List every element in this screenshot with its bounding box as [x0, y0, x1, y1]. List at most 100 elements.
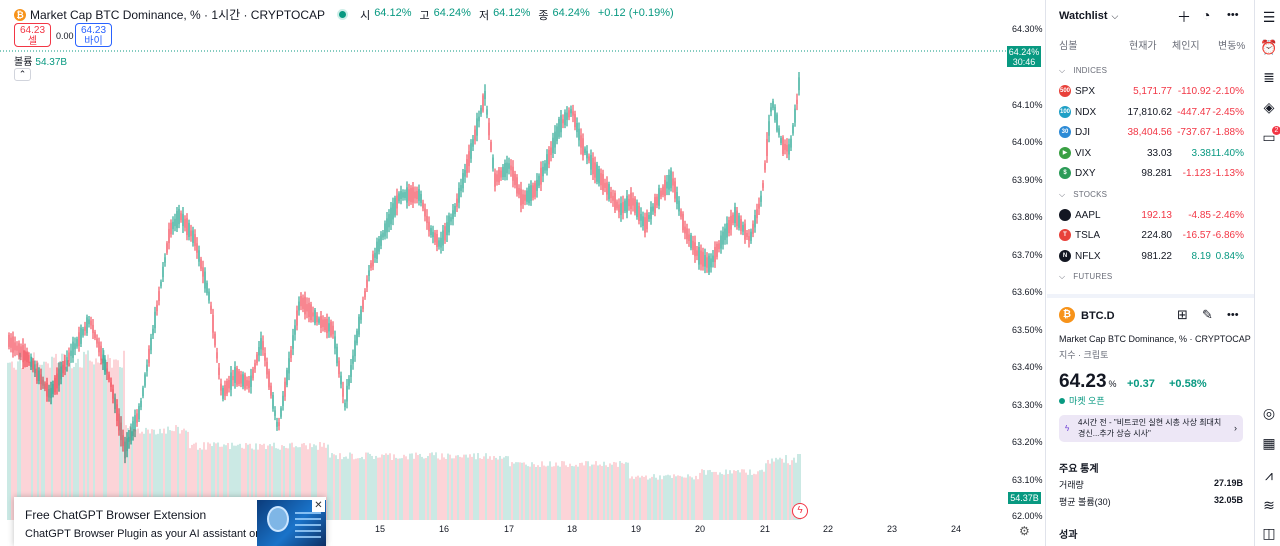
symbol-title[interactable]: Market Cap BTC Dominance, % · 1시간 · CRYP…: [30, 8, 326, 22]
volume-label: 볼륨: [14, 57, 33, 68]
volume-bar: [291, 442, 293, 520]
candle-body: [610, 191, 612, 199]
watchlist-row-vix[interactable]: ▶ VIX 33.03 3.38 11.40%: [1047, 143, 1254, 163]
ad-image-lines: [295, 510, 321, 538]
section-indices[interactable]: ⌵ INDICES: [1059, 66, 1107, 76]
candle-body: [552, 137, 554, 154]
edit-icon[interactable]: ✎: [1202, 307, 1213, 322]
more-icon[interactable]: •••: [1227, 309, 1239, 321]
news-item[interactable]: ϟ 4시간 전 - "비트코인 실현 시총 사상 최대치 경신...추가 상승 …: [1059, 415, 1243, 442]
alarm-clock-icon[interactable]: ⏰: [1260, 39, 1278, 55]
y-tick-label: 64.00%: [1012, 137, 1043, 147]
right-panel: Watchlist ⌵ ＋ ◔ ••• 심볼 현재가 체인지 변동% ⌵ INDIC…: [1047, 0, 1261, 546]
volume-bar: [571, 465, 573, 520]
watchlist-row-nflx[interactable]: N NFLX 981.22 8.19 0.84%: [1047, 246, 1254, 266]
volume-bar: [335, 455, 337, 520]
candle-body: [790, 138, 792, 148]
volume-bar: [785, 455, 787, 520]
volume-bar: [157, 433, 159, 520]
section-stocks[interactable]: ⌵ STOCKS: [1059, 190, 1107, 200]
volume-bar: [557, 465, 559, 520]
volume-bar: [87, 350, 89, 520]
volume-bar: [325, 447, 327, 520]
market-status: 마켓 오픈: [1059, 394, 1105, 407]
candle-body: [316, 315, 318, 323]
chart-pane[interactable]: 64.30% 64.10% 64.00% 63.90% 63.80% 63.70% 63.6…: [0, 0, 1046, 546]
candle-body: [628, 198, 630, 207]
volume-bar: [449, 454, 451, 520]
candle-body: [478, 116, 480, 122]
collapse-legend-button[interactable]: ⌃: [14, 68, 31, 81]
candle-body: [492, 157, 494, 169]
candle-body: [252, 369, 254, 379]
candle-body: [416, 190, 418, 200]
candle-body: [88, 319, 90, 325]
calendar-icon[interactable]: ▦: [1262, 435, 1276, 451]
candle-body: [346, 385, 348, 402]
volume-bar: [799, 454, 801, 520]
price-chart[interactable]: 64.30% 64.10% 64.00% 63.90% 63.80% 63.70% 63.6…: [0, 0, 1046, 546]
col-change[interactable]: 체인지: [1172, 41, 1200, 52]
row-last: 224.80: [1141, 230, 1172, 241]
candle-body: [662, 186, 664, 195]
volume-bar: [595, 461, 597, 520]
watchlist-icon[interactable]: ☰: [1262, 9, 1276, 25]
target-icon[interactable]: ◎: [1262, 405, 1276, 421]
volume-bar: [411, 453, 413, 520]
watchlist-title[interactable]: Watchlist ⌵: [1059, 10, 1118, 22]
grid-icon[interactable]: ⊞: [1177, 307, 1188, 322]
detail-symbol[interactable]: BTC.D: [1081, 310, 1115, 322]
candle-body: [398, 193, 400, 202]
gear-icon[interactable]: ⚙: [1019, 524, 1030, 538]
lightning-icon[interactable]: ϟ: [792, 503, 808, 519]
volume-bar: [409, 453, 411, 520]
volume-bar: [671, 477, 673, 520]
volume-bar: [339, 453, 341, 520]
col-last[interactable]: 현재가: [1129, 41, 1157, 52]
volume-bar: [99, 363, 101, 520]
list-add-icon[interactable]: ≣: [1263, 69, 1275, 85]
notification-badge: 2: [1272, 126, 1280, 135]
volume-bar: [397, 458, 399, 520]
volume-bar: [649, 478, 651, 520]
volume-bar: [439, 459, 441, 520]
volume-bar: [715, 471, 717, 520]
market-open-indicator: [337, 9, 349, 20]
col-pct[interactable]: 변동%: [1218, 41, 1246, 52]
volume-bar: [321, 446, 323, 520]
col-symbol[interactable]: 심볼: [1059, 41, 1078, 52]
watchlist-row-spx[interactable]: 500 SPX 5,171.77 -110.92 -2.10%: [1047, 81, 1254, 101]
volume-bar: [261, 444, 263, 520]
candle-body: [738, 215, 740, 228]
candle-body: [340, 375, 342, 385]
y-tick-label: 63.40%: [1012, 362, 1043, 372]
section-futures[interactable]: ⌵ FUTURES: [1059, 272, 1112, 282]
ad-banner[interactable]: Free ChatGPT Browser Extension ChatGPT B…: [14, 497, 326, 546]
plus-icon[interactable]: ＋: [1177, 9, 1191, 25]
volume-bar: [429, 453, 431, 520]
candle-body: [580, 135, 582, 148]
more-icon[interactable]: •••: [1227, 9, 1239, 21]
watchlist-row-dji[interactable]: 30 DJI 38,404.56 -737.67 -1.88%: [1047, 122, 1254, 142]
close-icon[interactable]: ✕: [312, 500, 325, 512]
pine-editor-icon[interactable]: ⩘: [1265, 467, 1273, 483]
data-window-icon[interactable]: ◫: [1262, 525, 1276, 541]
sell-label: 셀: [27, 36, 38, 47]
pie-chart-icon[interactable]: ◔: [1202, 7, 1211, 23]
signal-icon[interactable]: ≋: [1263, 497, 1275, 513]
candle-body: [148, 348, 150, 364]
watchlist-row-tsla[interactable]: T TSLA 224.80 -16.57 -6.86%: [1047, 225, 1254, 245]
row-change: 8.19: [1191, 250, 1211, 262]
watchlist-row-dxy[interactable]: $ DXY 98.281 -1.123 -1.13%: [1047, 163, 1254, 183]
candle-body: [236, 367, 238, 385]
sell-button[interactable]: 64.23 셀: [14, 23, 51, 47]
watchlist-row-aapl[interactable]: AAPL 192.13 -4.85 -2.46%: [1047, 205, 1254, 225]
volume-bar: [479, 458, 481, 520]
candle-body: [534, 183, 536, 197]
watchlist-row-ndx[interactable]: 100 NDX 17,810.62 -447.47 -2.45%: [1047, 102, 1254, 122]
candle-body: [546, 154, 548, 171]
volume-bar: [107, 354, 109, 520]
layers-icon[interactable]: ◈: [1263, 99, 1275, 115]
buy-button[interactable]: 64.23 바이: [75, 23, 112, 47]
detail-change: +0.37: [1127, 378, 1155, 390]
